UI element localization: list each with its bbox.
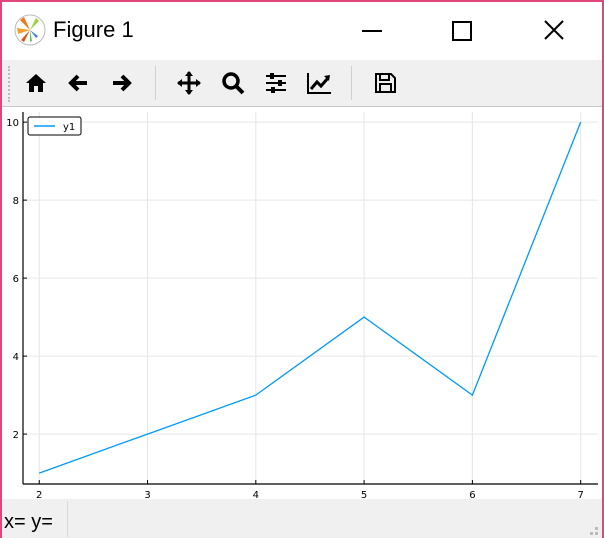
y-tick-label: 2 [13,430,19,441]
line-chart-icon[interactable] [306,70,332,96]
toolbar-separator [155,66,156,100]
x-tick-label: 7 [577,490,583,499]
sliders-icon[interactable] [263,70,289,96]
coordinate-readout: x= y= [4,511,53,533]
move-icon[interactable] [176,70,202,96]
home-icon[interactable] [23,70,49,96]
minimize-button[interactable] [352,12,392,52]
resize-grip[interactable] [590,527,598,535]
x-tick-label: 2 [36,490,42,499]
app-icon [14,14,46,46]
y-tick-label: 6 [13,274,19,285]
arrow-left-icon[interactable] [66,70,92,96]
toolbar-separator [351,66,352,100]
maximize-button[interactable] [442,12,482,52]
x-tick-label: 4 [253,490,259,499]
close-button[interactable] [534,12,574,52]
x-tick-label: 5 [361,490,367,499]
status-separator [67,501,68,537]
toolbar [2,60,602,107]
y-tick-label: 8 [13,196,19,207]
series-line-y1 [39,121,582,474]
status-bar: x= y= [2,499,602,538]
legend-label-y1: y1 [63,122,75,133]
x-tick-label: 3 [144,490,150,499]
floppy-disk-icon[interactable] [372,70,398,96]
y-tick-label: 4 [13,352,19,363]
x-tick-label: 6 [469,490,475,499]
legend: y1 [27,116,82,136]
arrow-right-icon[interactable] [108,70,134,96]
toolbar-grip[interactable] [8,66,10,102]
y-tick-label: 10 [6,118,19,129]
line-chart: 2 3 4 5 6 7 2 4 6 8 10 y1 [6,112,598,501]
window-title: Figure 1 [53,17,134,42]
title-bar: Figure 1 [2,2,602,60]
figure-canvas[interactable]: 2 3 4 5 6 7 2 4 6 8 10 y1 [2,107,602,501]
magnifier-icon[interactable] [220,70,246,96]
